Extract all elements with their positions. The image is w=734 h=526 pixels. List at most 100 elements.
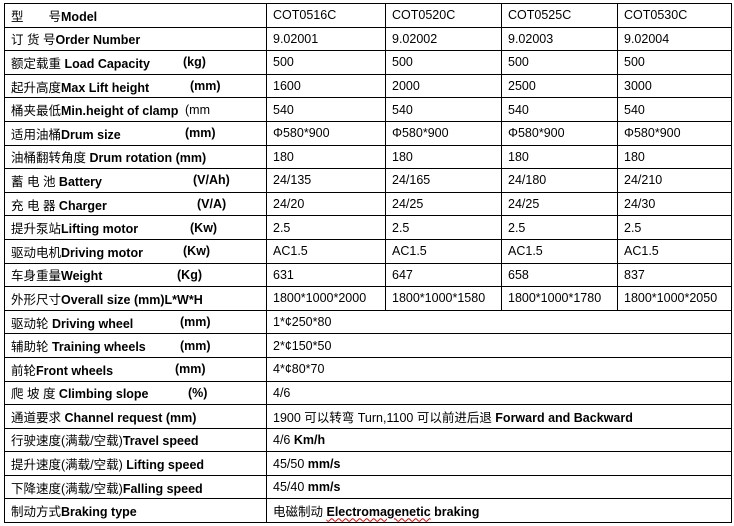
label-en: Order Number (55, 33, 141, 48)
label-en: Overall size (mm)L*W*H (61, 292, 203, 307)
spec-value: 2.5 (501, 215, 618, 240)
label-cn: 行驶速度(满载/空载) (11, 434, 123, 449)
label-cn: 型 号 (11, 9, 62, 24)
spec-row: 油桶翻转角度 Drum rotation (mm) 180 180 180 180 (4, 144, 732, 170)
label-en: Braking type (61, 505, 137, 520)
label-cn: 外形尺寸 (11, 292, 62, 307)
value-text: 4/6 (273, 432, 294, 447)
spec-label: 驱动电机Driving motor (Kw) (4, 238, 267, 264)
spec-label: 通道要求 Channel request (mm) (4, 404, 267, 429)
spec-row: 驱动轮 Driving wheel (mm) 1*¢250*80 (4, 309, 732, 335)
spec-label: 桶夹最低Min.height of clamp (mm (4, 97, 267, 122)
spec-label: 驱动轮 Driving wheel (mm) (4, 309, 267, 335)
label-cn: 车身重量 (11, 269, 62, 284)
spec-value: 24/30 (617, 191, 732, 217)
spec-value: 2.5 (385, 215, 502, 240)
label-en: Weight (61, 269, 103, 284)
spec-row: 车身重量Weight (Kg) 631 647 658 837 (4, 262, 732, 288)
spec-row: 订 货 号Order Number 9.02001 9.02002 9.02003 9.… (4, 26, 732, 52)
spec-value: AC1.5 (385, 238, 502, 264)
spec-value: 45/50 mm/s (266, 451, 732, 476)
spec-row: 辅助轮 Training wheels (mm) 2*¢150*50 (4, 333, 732, 358)
label-cn: 前轮 (11, 363, 37, 378)
label-en: Climbing slope (55, 387, 149, 402)
label-cn: 驱动轮 (11, 316, 52, 331)
spec-value: 1*¢250*80 (266, 309, 732, 335)
value-bold: mm/s (307, 480, 341, 495)
spec-value: 4*¢80*70 (266, 356, 732, 382)
spec-value: 2*¢150*50 (266, 333, 732, 358)
label-cn: 桶夹最低 (11, 104, 62, 119)
spec-label: 爬 坡 度 Climbing slope (%) (4, 380, 267, 406)
label-en: Drum size (61, 127, 121, 142)
spec-label: 外形尺寸Overall size (mm)L*W*H (4, 286, 267, 311)
label-en: Charger (55, 198, 107, 213)
label-cn: 通道要求 (11, 410, 62, 425)
spec-value: COT0520C (385, 3, 502, 28)
spec-value: 24/25 (385, 191, 502, 217)
label-en: Falling speed (122, 481, 203, 496)
spec-value: 9.02001 (266, 26, 386, 52)
spec-label: 油桶翻转角度 Drum rotation (mm) (4, 144, 267, 170)
label-cn: 适用油桶 (11, 127, 62, 142)
spec-value: 658 (501, 262, 618, 288)
spec-value: 631 (266, 262, 386, 288)
spec-row: 充 电 器 Charger (V/A) 24/20 24/25 24/25 24/30 (4, 191, 732, 217)
spec-value: 837 (617, 262, 732, 288)
value-text: 2*¢150*50 (273, 338, 332, 353)
spec-label: 适用油桶Drum size (mm) (4, 120, 267, 146)
spec-value: Φ580*900 (266, 120, 386, 146)
spec-value: 1800*1000*2050 (617, 286, 732, 311)
value-text: 电磁制动 (273, 505, 327, 520)
spec-value: 540 (501, 97, 618, 122)
label-cn: 下降速度(满载/空载) (11, 481, 123, 496)
spec-table: 型 号Model COT0516C COT0520C COT0525C COT0530C… (4, 3, 732, 524)
spec-value: 180 (501, 144, 618, 170)
label-en: Driving motor (61, 245, 143, 260)
spec-value: 9.02003 (501, 26, 618, 52)
spec-value: AC1.5 (266, 238, 386, 264)
spec-label: 起升高度Max Lift height (mm) (4, 73, 267, 99)
label-unit: (mm) (190, 79, 221, 94)
value-text: 4*¢80*70 (273, 362, 325, 377)
spec-label: 订 货 号Order Number (4, 26, 267, 52)
spec-value: 电磁制动 Electromagenetic braking (266, 498, 732, 524)
label-unit: (kg) (183, 55, 206, 70)
spec-value: COT0516C (266, 3, 386, 28)
label-en: Travel speed (122, 434, 199, 449)
spec-value: 45/40 mm/s (266, 474, 732, 500)
spec-label: 提升泵站Lifting motor (Kw) (4, 215, 267, 240)
spec-value: 1800*1000*2000 (266, 286, 386, 311)
spec-value: 9.02002 (385, 26, 502, 52)
spec-label: 辅助轮 Training wheels (mm) (4, 333, 267, 358)
label-en: Lifting speed (122, 458, 205, 473)
spec-row: 前轮Front wheels (mm) 4*¢80*70 (4, 356, 732, 382)
spec-value: 180 (385, 144, 502, 170)
label-cn: 辅助轮 (11, 340, 52, 355)
label-en: Channel request (mm) (61, 410, 197, 425)
spec-row: 下降速度(满载/空载)Falling speed 45/40 mm/s (4, 474, 732, 500)
value-bold: Forward and Backward (495, 410, 633, 425)
value-bold: Electromagenetic (326, 505, 431, 520)
spec-value: Φ580*900 (617, 120, 732, 146)
label-cn: 提升速度(满载/空载) (11, 458, 123, 473)
label-cn: 订 货 号 (11, 33, 56, 48)
label-en: Drum rotation (mm) (86, 151, 207, 166)
spec-value: 500 (617, 50, 732, 75)
spec-value: 1600 (266, 73, 386, 99)
label-en: Model (61, 9, 98, 24)
spec-value: 540 (266, 97, 386, 122)
spec-row: 制动方式Braking type 电磁制动 Electromagenetic br… (4, 498, 732, 524)
spec-value: 180 (617, 144, 732, 170)
label-en: Load Capacity (61, 56, 150, 71)
spec-label: 充 电 器 Charger (V/A) (4, 191, 267, 217)
spec-value: 500 (266, 50, 386, 75)
value-text: 45/50 (273, 456, 308, 471)
spec-label: 额定载重 Load Capacity (kg) (4, 50, 267, 75)
spec-value: AC1.5 (501, 238, 618, 264)
spec-value: 2.5 (266, 215, 386, 240)
spec-value: 1900 可以转弯 Turn,1100 可以前进后退 Forward and B… (266, 404, 732, 429)
label-cn: 额定载重 (11, 56, 62, 71)
spec-row: 提升泵站Lifting motor (Kw) 2.5 2.5 2.5 2.5 (4, 215, 732, 240)
label-unit: (mm (185, 102, 210, 117)
